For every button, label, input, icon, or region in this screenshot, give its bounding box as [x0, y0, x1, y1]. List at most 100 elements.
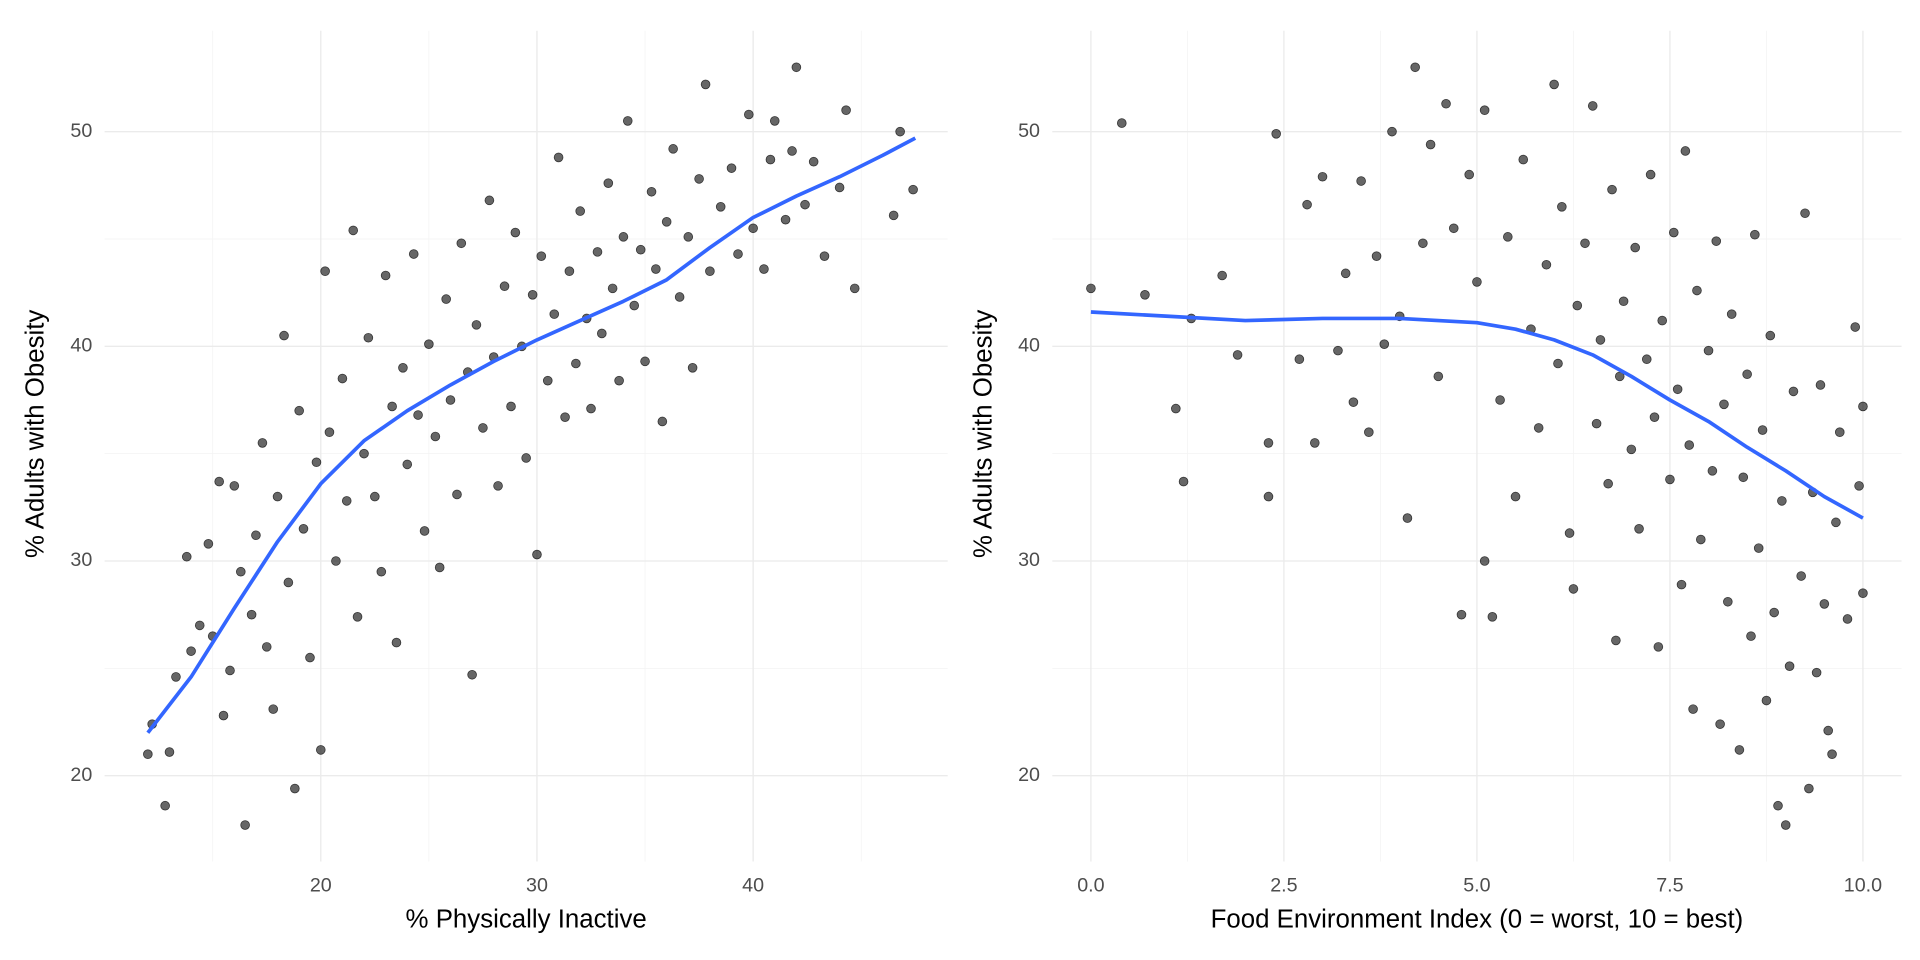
data-point — [536, 251, 547, 261]
data-point — [251, 530, 261, 541]
data-point — [1734, 745, 1745, 755]
data-point — [629, 300, 640, 311]
data-point — [1503, 232, 1513, 242]
data-point — [1217, 270, 1227, 281]
data-point — [1402, 513, 1413, 523]
data-point — [1804, 783, 1814, 794]
data-point — [575, 206, 585, 216]
data-point — [1572, 300, 1583, 311]
panel: 0.0 2.5 5.0 7.5 10.0 20 30 40 50 Food Environment… — [969, 30, 1902, 933]
data-point — [1726, 309, 1737, 319]
data-point — [1688, 704, 1698, 714]
data-point — [272, 491, 283, 502]
data-point — [705, 266, 715, 276]
data-point — [510, 227, 521, 238]
data-point — [1769, 607, 1779, 618]
data-point — [413, 410, 423, 420]
data-point — [315, 745, 326, 755]
data-point — [1116, 118, 1127, 128]
data-point — [1819, 599, 1830, 609]
data-point — [1703, 345, 1714, 356]
data-point — [1371, 251, 1382, 261]
data-point — [1263, 491, 1274, 502]
data-point — [1854, 481, 1864, 491]
data-point — [532, 549, 542, 560]
data-point — [419, 526, 430, 536]
data-point — [1487, 612, 1498, 622]
data-point — [261, 642, 272, 652]
data-point — [370, 491, 380, 502]
data-point — [597, 328, 607, 339]
data-point — [1557, 201, 1567, 212]
data-point — [1780, 820, 1791, 830]
data-point — [1309, 438, 1320, 448]
data-point — [651, 264, 661, 274]
data-point — [1611, 635, 1621, 646]
data-point — [1364, 427, 1374, 438]
data-point — [1630, 242, 1640, 253]
data-point — [218, 710, 229, 721]
data-point — [614, 375, 624, 386]
data-point — [1757, 425, 1768, 435]
data-point — [1518, 154, 1529, 165]
y-tick-label: 50 — [1018, 120, 1040, 142]
y-tick-label: 30 — [70, 549, 92, 571]
x-tick-label: 2.5 — [1270, 874, 1297, 896]
data-point — [819, 251, 830, 261]
data-point — [1761, 695, 1772, 706]
data-point — [1676, 579, 1687, 590]
data-point — [1653, 642, 1664, 652]
y-tick-label: 20 — [70, 764, 92, 786]
data-point — [214, 476, 224, 487]
data-point — [1831, 517, 1841, 528]
y-tick-label: 50 — [70, 120, 92, 142]
data-point — [1850, 322, 1861, 332]
data-point — [1649, 412, 1660, 422]
data-point — [895, 126, 905, 137]
data-point — [331, 556, 341, 566]
data-point — [1657, 315, 1668, 326]
data-point — [1603, 478, 1613, 489]
data-point — [1140, 290, 1150, 300]
panel: 20 30 40 20 30 40 50 % Physically Inactive % Adu… — [22, 30, 948, 933]
data-point — [1715, 719, 1725, 729]
data-point — [1533, 423, 1544, 433]
data-point — [1541, 259, 1552, 270]
data-point — [1425, 139, 1436, 150]
data-point — [359, 448, 369, 459]
data-point — [1464, 169, 1475, 180]
data-point — [888, 210, 899, 221]
data-point — [1668, 227, 1679, 238]
data-point — [1784, 661, 1795, 671]
data-point — [1738, 472, 1749, 483]
data-point — [849, 283, 860, 294]
data-point — [1788, 386, 1799, 397]
data-point — [257, 438, 268, 448]
data-point — [603, 178, 614, 188]
data-point — [1232, 350, 1243, 360]
data-point — [391, 637, 402, 648]
data-point — [363, 332, 374, 343]
data-point — [674, 292, 685, 302]
data-point — [441, 294, 451, 304]
data-point — [908, 184, 918, 195]
data-point — [521, 453, 531, 463]
data-point — [1672, 384, 1683, 395]
data-point — [320, 266, 330, 276]
data-point — [1294, 354, 1305, 365]
data-point — [765, 154, 776, 165]
data-point — [298, 524, 309, 534]
data-point — [1448, 223, 1459, 234]
data-point — [1707, 466, 1718, 476]
data-point — [744, 109, 754, 120]
data-point — [769, 116, 780, 126]
data-point — [1271, 129, 1281, 139]
data-point — [1348, 397, 1359, 407]
x-tick-label: 20 — [310, 874, 332, 896]
data-point — [1842, 614, 1853, 624]
x-tick-label: 30 — [526, 874, 548, 896]
data-point — [160, 800, 170, 811]
data-point — [380, 270, 391, 281]
data-point — [553, 152, 564, 163]
x-tick-label: 7.5 — [1656, 874, 1683, 896]
